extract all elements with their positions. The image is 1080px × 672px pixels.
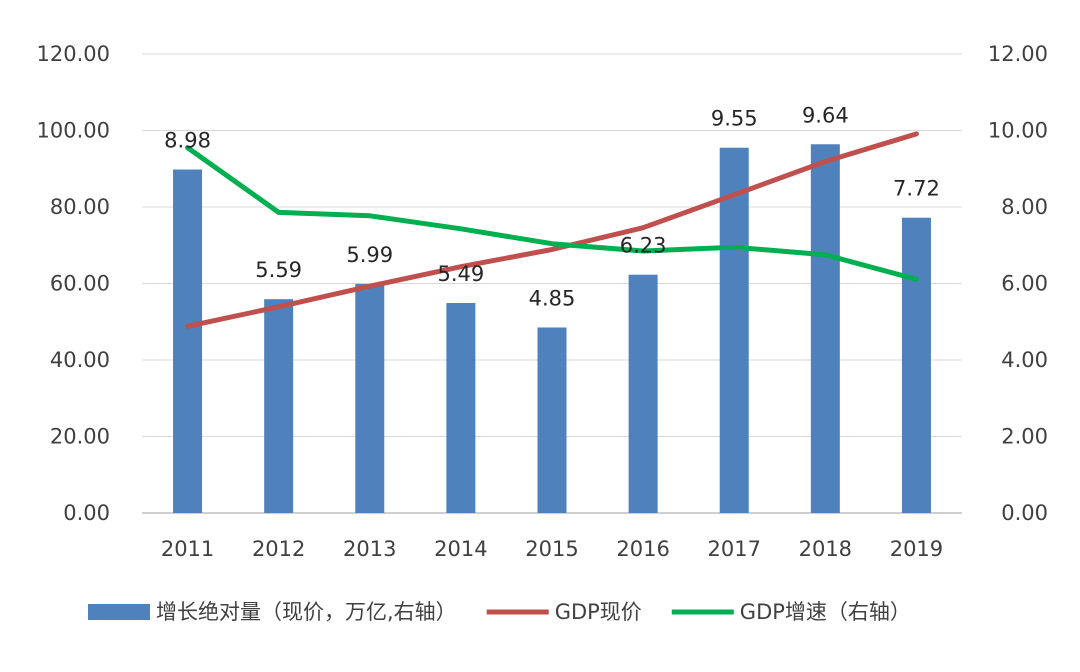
bar-data-label: 9.64: [802, 103, 849, 127]
bar: [355, 283, 385, 513]
x-axis: 2011 2012 2013 2014 2015 2016 2017 2018 2019: [161, 537, 943, 561]
x-tick-label: 2011: [161, 537, 214, 561]
x-tick-label: 2013: [343, 537, 396, 561]
series-line: [185, 145, 919, 282]
y-right-tick-label: 4.00: [1001, 348, 1048, 372]
legend: 增长绝对量（现价，万亿,右轴） GDP现价 GDP增速（右轴）: [88, 600, 911, 624]
bar: [173, 169, 203, 513]
y-right-tick-label: 8.00: [1001, 195, 1048, 219]
legend-label: 增长绝对量（现价，万亿,右轴）: [156, 600, 457, 624]
y-left-tick-label: 120.00: [37, 42, 110, 66]
legend-swatch-bar: [88, 604, 150, 620]
bar: [810, 144, 840, 513]
y-left-tick-label: 40.00: [50, 348, 110, 372]
y-right-tick-label: 10.00: [988, 119, 1048, 143]
y-right-tick-label: 0.00: [1001, 501, 1048, 525]
x-tick-label: 2012: [252, 537, 305, 561]
bar: [264, 299, 294, 513]
y-left-tick-label: 60.00: [50, 272, 110, 296]
bar-data-label: 8.98: [164, 129, 211, 153]
y-right-tick-label: 6.00: [1001, 272, 1048, 296]
x-tick-label: 2016: [616, 537, 669, 561]
bar: [537, 327, 567, 513]
x-tick-label: 2014: [434, 537, 487, 561]
legend-label: GDP现价: [555, 600, 642, 624]
y-left-tick-label: 20.00: [50, 425, 110, 449]
y-left-tick-label: 80.00: [50, 195, 110, 219]
legend-label: GDP增速（右轴）: [740, 600, 911, 624]
x-tick-label: 2019: [890, 537, 943, 561]
bar: [901, 217, 931, 513]
y-left-tick-label: 100.00: [37, 119, 110, 143]
y-axis-left: 0.00 20.00 40.00 60.00 80.00 100.00 120.00: [37, 42, 110, 525]
data-labels: 8.98 5.59 5.99 5.49 4.85 6.23 9.55 9.64 7.72: [164, 103, 940, 310]
series-line: [185, 131, 919, 329]
y-axis-right: 0.00 2.00 4.00 6.00 8.00 10.00 12.00: [988, 42, 1048, 525]
bar: [446, 303, 476, 513]
bar-data-label: 5.59: [255, 258, 302, 282]
bar: [628, 274, 658, 513]
bar-data-label: 4.85: [529, 286, 576, 310]
x-tick-label: 2015: [525, 537, 578, 561]
line-series: [185, 131, 919, 329]
bar-data-label: 7.72: [893, 177, 940, 201]
bar-data-label: 5.49: [438, 262, 485, 286]
y-right-tick-label: 12.00: [988, 42, 1048, 66]
bar-data-label: 9.55: [711, 107, 758, 131]
y-left-tick-label: 0.00: [63, 501, 110, 525]
bar-series: [173, 144, 931, 513]
y-right-tick-label: 2.00: [1001, 425, 1048, 449]
bar: [719, 147, 749, 513]
bar-data-label: 5.99: [346, 243, 393, 267]
x-tick-label: 2018: [799, 537, 852, 561]
x-tick-label: 2017: [707, 537, 760, 561]
bar-data-label: 6.23: [620, 234, 667, 258]
